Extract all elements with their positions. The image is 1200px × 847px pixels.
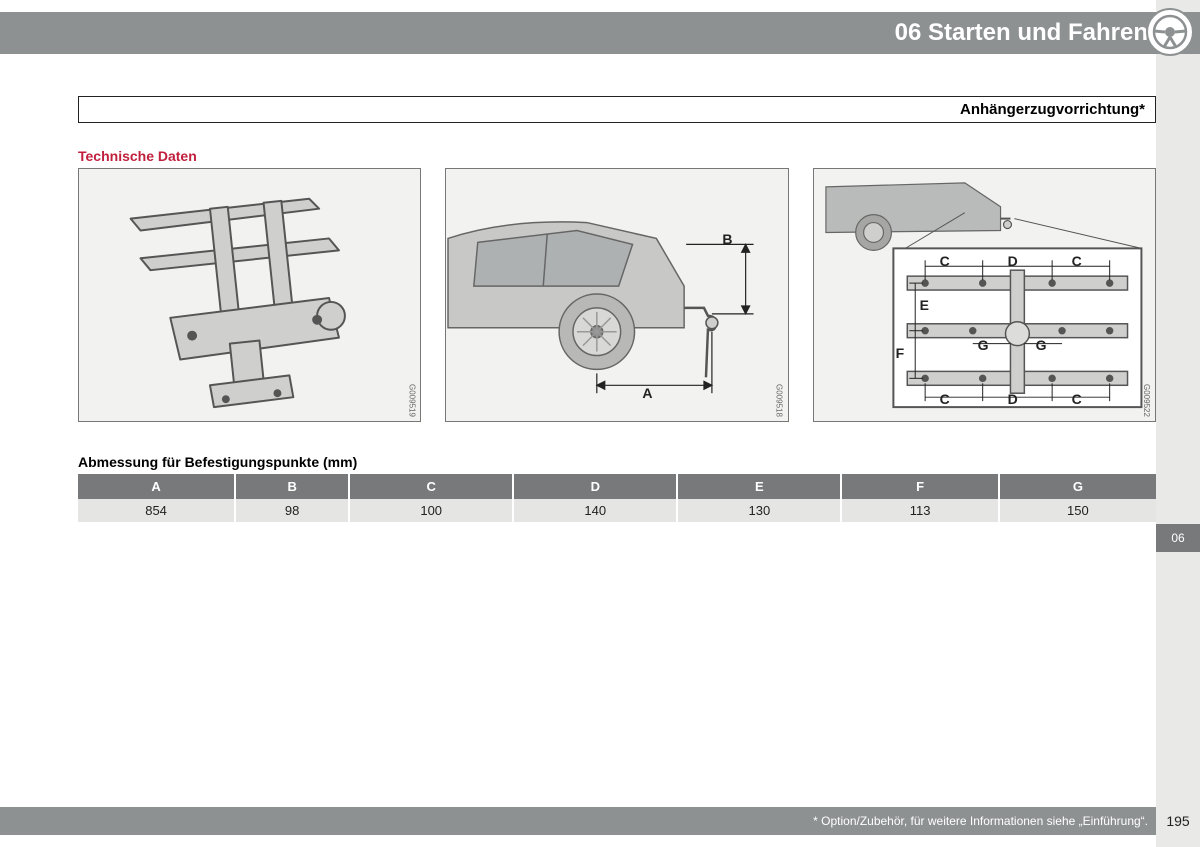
table-caption: Abmessung für Befestigungspunkte (mm) (78, 454, 357, 470)
figure-code: G009518 (775, 384, 784, 417)
footer-bar: * Option/Zubehör, für weitere Informatio… (0, 807, 1200, 835)
subheader-text: Anhängerzugvorrichtung* (960, 101, 1145, 118)
cell: 150 (999, 499, 1156, 522)
footer-note: * Option/Zubehör, für weitere Informatio… (813, 814, 1148, 828)
chapter-title: 06 Starten und Fahren (895, 19, 1148, 47)
figure-code: G009522 (1142, 384, 1151, 417)
dim-label: C (1072, 253, 1082, 269)
table-row: 854 98 100 140 130 113 150 (78, 499, 1156, 522)
col-header: E (677, 474, 841, 499)
figure-towbar-bracket: G009519 (78, 168, 421, 422)
dim-label: G (978, 337, 989, 353)
dim-label: C (940, 253, 950, 269)
right-margin-strip (1156, 0, 1200, 847)
dim-label: C (940, 391, 950, 407)
figure-code: G009519 (407, 384, 416, 417)
table-header-row: A B C D E F G (78, 474, 1156, 499)
page-number: 195 (1156, 807, 1200, 835)
cell: 130 (677, 499, 841, 522)
dim-label-a: A (642, 385, 652, 401)
chapter-side-tab: 06 (1156, 524, 1200, 552)
cell: 113 (841, 499, 998, 522)
dim-label: D (1008, 253, 1018, 269)
cell: 100 (349, 499, 513, 522)
dim-label: G (1036, 337, 1047, 353)
col-header: D (513, 474, 677, 499)
dim-label: F (896, 345, 905, 361)
cell: 854 (78, 499, 235, 522)
section-title: Technische Daten (78, 148, 197, 164)
steering-wheel-icon (1146, 8, 1194, 56)
cell: 140 (513, 499, 677, 522)
chapter-header-bar: 06 Starten und Fahren (0, 12, 1200, 54)
figure-row: G009519 (78, 168, 1156, 422)
col-header: G (999, 474, 1156, 499)
dim-label: D (1008, 391, 1018, 407)
col-header: F (841, 474, 998, 499)
col-header: A (78, 474, 235, 499)
measurements-table: A B C D E F G 854 98 100 140 130 113 150 (78, 474, 1156, 522)
figure-mounting-points: C D C E F G G C D C G009522 (813, 168, 1156, 422)
dim-label: C (1072, 391, 1082, 407)
col-header: B (235, 474, 349, 499)
section-subheader: Anhängerzugvorrichtung* (78, 96, 1156, 123)
col-header: C (349, 474, 513, 499)
dim-label-b: B (722, 231, 732, 247)
cell: 98 (235, 499, 349, 522)
figure-car-side-dimensions: A B G009518 (445, 168, 788, 422)
dim-label: E (920, 297, 929, 313)
